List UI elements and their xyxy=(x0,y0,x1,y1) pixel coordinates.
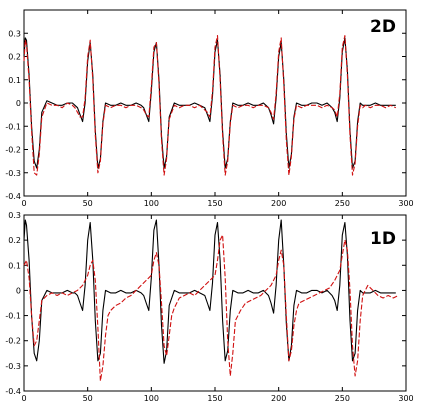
y-tick-label: 0 xyxy=(16,99,21,108)
x-tick-label: 50 xyxy=(83,199,93,208)
y-tick-label: -0.2 xyxy=(5,146,21,155)
y-tick-label: 0.1 xyxy=(8,76,21,85)
x-tick-label: 200 xyxy=(271,199,286,208)
y-tick-label: -0.3 xyxy=(5,362,21,371)
x-tick-label: 150 xyxy=(207,394,222,403)
bottom-panel-1d: 0 50 100 150 200 250 300 -0.4 -0.3 -0.2 -0.1 0 0.1 0.… xyxy=(5,211,413,403)
x-tick-label: 150 xyxy=(207,199,222,208)
x-tick-label: 50 xyxy=(83,394,93,403)
y-tick-label: -0.2 xyxy=(5,337,21,346)
y-tick-label: 0.2 xyxy=(8,53,21,62)
x-tick-label: 0 xyxy=(21,394,26,403)
series-line-red-dashed xyxy=(23,35,397,176)
series-line-black xyxy=(23,37,396,169)
y-tick-label: 0.3 xyxy=(8,29,21,38)
y-tick-label: 0.3 xyxy=(8,211,21,220)
x-tick-label: 300 xyxy=(398,199,413,208)
y-tick-label: -0.4 xyxy=(5,192,21,201)
x-tick-label: 0 xyxy=(21,199,26,208)
x-tick-label: 100 xyxy=(144,199,159,208)
y-tick-label: -0.1 xyxy=(5,122,21,131)
y-tick-label: -0.4 xyxy=(5,387,21,396)
panel-label: 2D xyxy=(370,17,396,37)
y-tick-label: 0 xyxy=(16,286,21,295)
panel-label: 1D xyxy=(370,229,396,249)
series-line-black xyxy=(23,219,396,364)
top-panel-2d: 0 50 100 150 200 250 300 -0.4 -0.3 -0.2 -0.1 0 0.1 0.… xyxy=(5,9,414,208)
y-tick-label: 0.2 xyxy=(8,236,21,245)
x-tick-label: 250 xyxy=(335,394,350,403)
y-tick-label: 0.1 xyxy=(8,261,21,270)
y-tick-label: -0.3 xyxy=(5,169,21,178)
x-tick-label: 200 xyxy=(271,394,286,403)
y-tick-label: -0.1 xyxy=(5,312,21,321)
x-tick-label: 100 xyxy=(144,394,159,403)
x-tick-label: 250 xyxy=(335,199,350,208)
series-line-red-dashed xyxy=(23,234,399,382)
x-tick-label: 300 xyxy=(398,394,413,403)
